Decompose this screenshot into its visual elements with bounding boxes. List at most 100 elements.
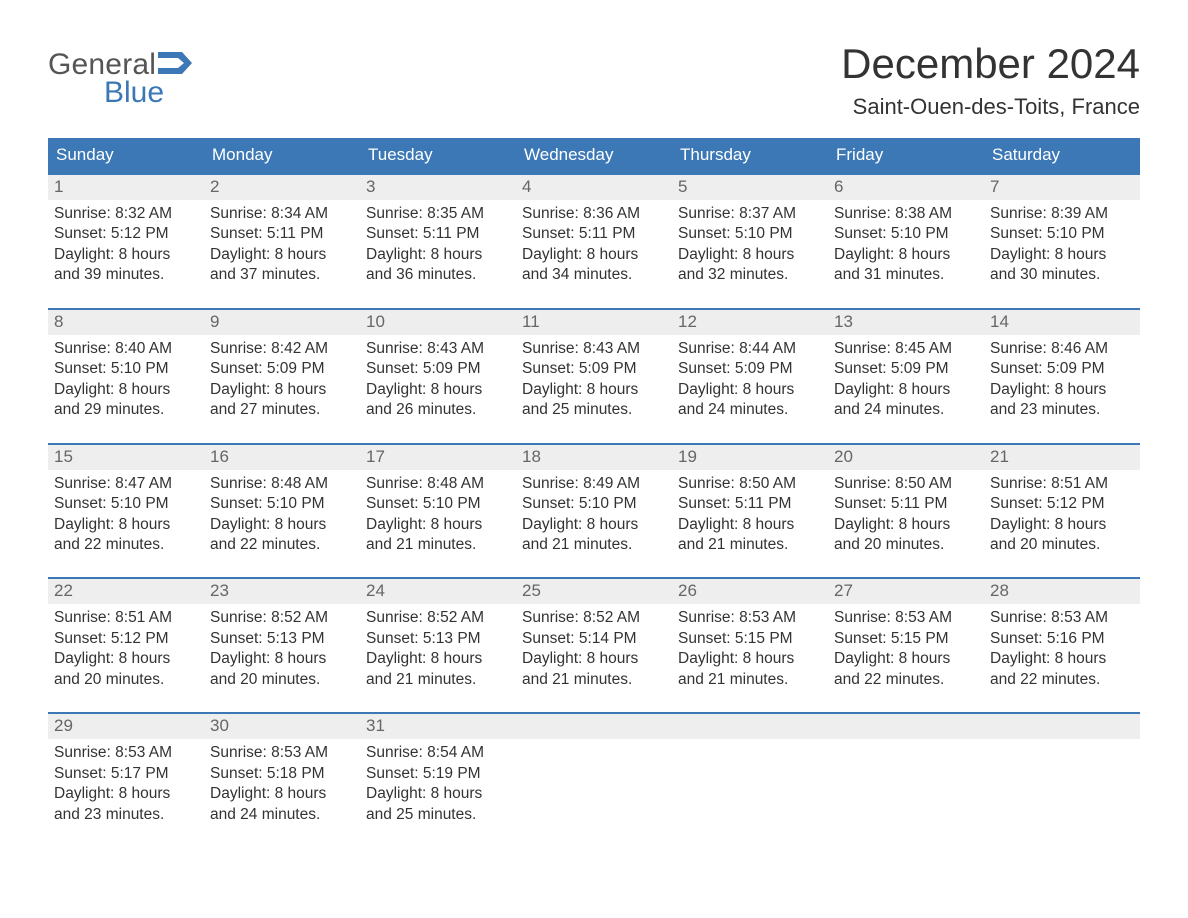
daylight-line-2: and 25 minutes. — [522, 400, 666, 420]
weekday-header: Wednesday — [516, 138, 672, 173]
daylight-line-2: and 23 minutes. — [54, 805, 198, 825]
daylight-line-1: Daylight: 8 hours — [366, 380, 510, 400]
day-cell: 14Sunrise: 8:46 AMSunset: 5:09 PMDayligh… — [984, 308, 1140, 429]
sunrise-line: Sunrise: 8:48 AM — [366, 474, 510, 494]
daylight-line-2: and 21 minutes. — [522, 535, 666, 555]
sunrise-line: Sunrise: 8:47 AM — [54, 474, 198, 494]
daylight-line-2: and 21 minutes. — [678, 670, 822, 690]
day-details: Sunrise: 8:48 AMSunset: 5:10 PMDaylight:… — [360, 470, 516, 564]
day-number: 8 — [48, 308, 204, 335]
daylight-line-2: and 39 minutes. — [54, 265, 198, 285]
day-cell: 11Sunrise: 8:43 AMSunset: 5:09 PMDayligh… — [516, 308, 672, 429]
day-cell: 4Sunrise: 8:36 AMSunset: 5:11 PMDaylight… — [516, 173, 672, 294]
sunset-line: Sunset: 5:15 PM — [678, 629, 822, 649]
day-cell: 13Sunrise: 8:45 AMSunset: 5:09 PMDayligh… — [828, 308, 984, 429]
daylight-line-2: and 31 minutes. — [834, 265, 978, 285]
daylight-line-2: and 37 minutes. — [210, 265, 354, 285]
sunrise-line: Sunrise: 8:53 AM — [54, 743, 198, 763]
day-number: 26 — [672, 577, 828, 604]
day-details — [984, 739, 1140, 751]
day-details: Sunrise: 8:53 AMSunset: 5:18 PMDaylight:… — [204, 739, 360, 833]
sunset-line: Sunset: 5:10 PM — [678, 224, 822, 244]
sunset-line: Sunset: 5:10 PM — [210, 494, 354, 514]
day-cell: 1Sunrise: 8:32 AMSunset: 5:12 PMDaylight… — [48, 173, 204, 294]
day-details: Sunrise: 8:38 AMSunset: 5:10 PMDaylight:… — [828, 200, 984, 294]
day-number — [672, 712, 828, 739]
day-number: 24 — [360, 577, 516, 604]
daylight-line-2: and 20 minutes. — [54, 670, 198, 690]
day-number: 25 — [516, 577, 672, 604]
daylight-line-1: Daylight: 8 hours — [54, 245, 198, 265]
day-details: Sunrise: 8:49 AMSunset: 5:10 PMDaylight:… — [516, 470, 672, 564]
sunset-line: Sunset: 5:09 PM — [210, 359, 354, 379]
daylight-line-1: Daylight: 8 hours — [366, 784, 510, 804]
sunrise-line: Sunrise: 8:52 AM — [210, 608, 354, 628]
daylight-line-2: and 22 minutes. — [834, 670, 978, 690]
sunrise-line: Sunrise: 8:49 AM — [522, 474, 666, 494]
day-number: 1 — [48, 173, 204, 200]
day-cell — [672, 712, 828, 833]
daylight-line-1: Daylight: 8 hours — [990, 380, 1134, 400]
sunrise-line: Sunrise: 8:38 AM — [834, 204, 978, 224]
month-title: December 2024 — [841, 40, 1140, 88]
daylight-line-1: Daylight: 8 hours — [834, 649, 978, 669]
calendar-grid: SundayMondayTuesdayWednesdayThursdayFrid… — [48, 138, 1140, 833]
daylight-line-2: and 20 minutes. — [210, 670, 354, 690]
day-details: Sunrise: 8:53 AMSunset: 5:17 PMDaylight:… — [48, 739, 204, 833]
day-details: Sunrise: 8:51 AMSunset: 5:12 PMDaylight:… — [984, 470, 1140, 564]
daylight-line-2: and 32 minutes. — [678, 265, 822, 285]
sunrise-line: Sunrise: 8:35 AM — [366, 204, 510, 224]
day-number: 17 — [360, 443, 516, 470]
day-cell: 20Sunrise: 8:50 AMSunset: 5:11 PMDayligh… — [828, 443, 984, 564]
day-details: Sunrise: 8:52 AMSunset: 5:13 PMDaylight:… — [204, 604, 360, 698]
day-details: Sunrise: 8:54 AMSunset: 5:19 PMDaylight:… — [360, 739, 516, 833]
daylight-line-1: Daylight: 8 hours — [678, 649, 822, 669]
daylight-line-1: Daylight: 8 hours — [54, 515, 198, 535]
day-details: Sunrise: 8:43 AMSunset: 5:09 PMDaylight:… — [516, 335, 672, 429]
sunset-line: Sunset: 5:15 PM — [834, 629, 978, 649]
day-cell: 3Sunrise: 8:35 AMSunset: 5:11 PMDaylight… — [360, 173, 516, 294]
sunset-line: Sunset: 5:11 PM — [522, 224, 666, 244]
sunrise-line: Sunrise: 8:39 AM — [990, 204, 1134, 224]
day-number: 5 — [672, 173, 828, 200]
day-cell: 2Sunrise: 8:34 AMSunset: 5:11 PMDaylight… — [204, 173, 360, 294]
sunrise-line: Sunrise: 8:53 AM — [834, 608, 978, 628]
day-cell: 19Sunrise: 8:50 AMSunset: 5:11 PMDayligh… — [672, 443, 828, 564]
day-details: Sunrise: 8:48 AMSunset: 5:10 PMDaylight:… — [204, 470, 360, 564]
sunset-line: Sunset: 5:10 PM — [522, 494, 666, 514]
day-details: Sunrise: 8:36 AMSunset: 5:11 PMDaylight:… — [516, 200, 672, 294]
sunset-line: Sunset: 5:09 PM — [522, 359, 666, 379]
day-cell — [516, 712, 672, 833]
sunset-line: Sunset: 5:09 PM — [366, 359, 510, 379]
day-number — [828, 712, 984, 739]
weekday-header: Saturday — [984, 138, 1140, 173]
daylight-line-2: and 21 minutes. — [366, 535, 510, 555]
sunset-line: Sunset: 5:10 PM — [834, 224, 978, 244]
sunset-line: Sunset: 5:10 PM — [54, 494, 198, 514]
day-details: Sunrise: 8:53 AMSunset: 5:15 PMDaylight:… — [828, 604, 984, 698]
day-cell: 10Sunrise: 8:43 AMSunset: 5:09 PMDayligh… — [360, 308, 516, 429]
day-details: Sunrise: 8:46 AMSunset: 5:09 PMDaylight:… — [984, 335, 1140, 429]
daylight-line-2: and 24 minutes. — [210, 805, 354, 825]
daylight-line-1: Daylight: 8 hours — [522, 515, 666, 535]
sunset-line: Sunset: 5:12 PM — [54, 224, 198, 244]
daylight-line-2: and 21 minutes. — [678, 535, 822, 555]
sunrise-line: Sunrise: 8:54 AM — [366, 743, 510, 763]
sunrise-line: Sunrise: 8:36 AM — [522, 204, 666, 224]
day-cell: 15Sunrise: 8:47 AMSunset: 5:10 PMDayligh… — [48, 443, 204, 564]
day-details: Sunrise: 8:42 AMSunset: 5:09 PMDaylight:… — [204, 335, 360, 429]
day-details: Sunrise: 8:43 AMSunset: 5:09 PMDaylight:… — [360, 335, 516, 429]
weekday-header: Monday — [204, 138, 360, 173]
daylight-line-1: Daylight: 8 hours — [990, 515, 1134, 535]
day-details: Sunrise: 8:50 AMSunset: 5:11 PMDaylight:… — [828, 470, 984, 564]
sunrise-line: Sunrise: 8:50 AM — [834, 474, 978, 494]
daylight-line-2: and 29 minutes. — [54, 400, 198, 420]
day-details: Sunrise: 8:53 AMSunset: 5:15 PMDaylight:… — [672, 604, 828, 698]
day-number: 14 — [984, 308, 1140, 335]
daylight-line-2: and 34 minutes. — [522, 265, 666, 285]
day-cell — [828, 712, 984, 833]
day-cell: 6Sunrise: 8:38 AMSunset: 5:10 PMDaylight… — [828, 173, 984, 294]
day-details: Sunrise: 8:52 AMSunset: 5:14 PMDaylight:… — [516, 604, 672, 698]
daylight-line-1: Daylight: 8 hours — [54, 380, 198, 400]
day-details: Sunrise: 8:53 AMSunset: 5:16 PMDaylight:… — [984, 604, 1140, 698]
